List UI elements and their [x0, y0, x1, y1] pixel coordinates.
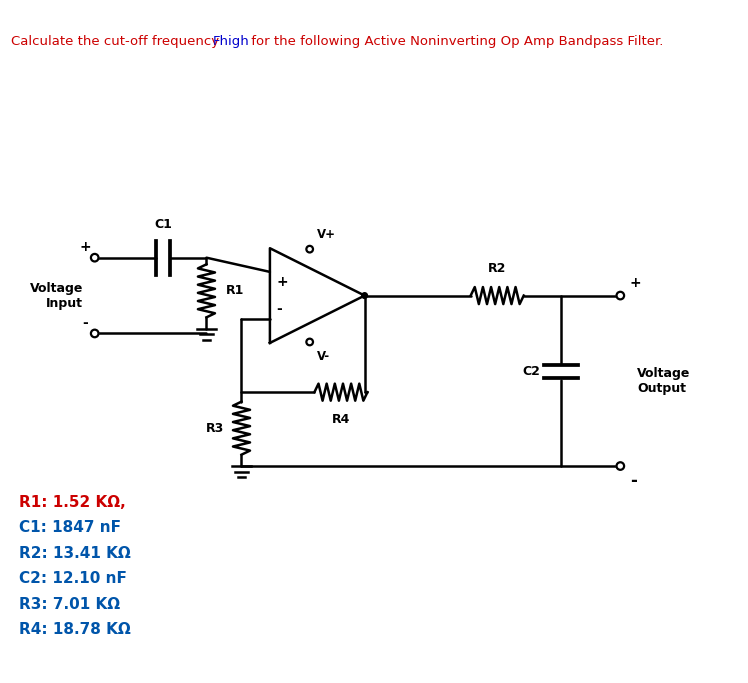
Text: R4: R4 — [332, 413, 350, 426]
Circle shape — [307, 339, 313, 346]
Text: +: + — [277, 275, 288, 289]
Circle shape — [616, 462, 624, 470]
Circle shape — [91, 254, 99, 262]
Text: R2: 13.41 KΩ: R2: 13.41 KΩ — [19, 546, 131, 561]
Text: +: + — [79, 240, 91, 254]
Text: R1: R1 — [225, 284, 244, 297]
Text: R4: 18.78 KΩ: R4: 18.78 KΩ — [19, 622, 131, 637]
Text: R1: 1.52 KΩ,: R1: 1.52 KΩ, — [19, 494, 126, 510]
Circle shape — [307, 246, 313, 253]
Text: +: + — [630, 276, 641, 290]
Text: for the following Active Noninverting Op Amp Bandpass Filter.: for the following Active Noninverting Op… — [248, 36, 663, 48]
Circle shape — [616, 292, 624, 299]
Text: -: - — [277, 303, 282, 316]
Text: Calculate the cut-off frequency: Calculate the cut-off frequency — [11, 36, 224, 48]
Text: Fhigh: Fhigh — [212, 36, 249, 48]
Text: V-: V- — [317, 350, 331, 363]
Text: Voltage
Output: Voltage Output — [637, 367, 690, 395]
Text: C2: C2 — [522, 365, 540, 378]
Text: C1: 1847 nF: C1: 1847 nF — [19, 520, 121, 535]
Text: -: - — [630, 472, 637, 490]
Circle shape — [362, 293, 367, 298]
Text: -: - — [82, 316, 88, 330]
Text: R3: R3 — [206, 421, 224, 434]
Text: R2: R2 — [488, 262, 506, 275]
Text: C2: 12.10 nF: C2: 12.10 nF — [19, 571, 127, 586]
Text: Voltage
Input: Voltage Input — [30, 281, 83, 309]
Text: V+: V+ — [317, 227, 337, 240]
Text: C1: C1 — [154, 218, 172, 231]
Circle shape — [91, 330, 99, 337]
Text: R3: 7.01 KΩ: R3: 7.01 KΩ — [19, 597, 120, 612]
